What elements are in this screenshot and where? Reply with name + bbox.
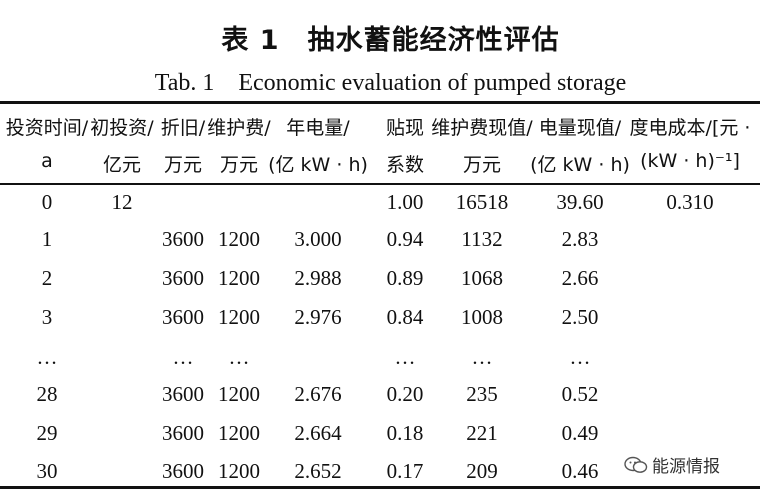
table-cell: 2.66 xyxy=(561,266,599,290)
table-cell: 3600 xyxy=(162,459,204,483)
wechat-icon xyxy=(624,456,648,474)
table-cell: 2.988 xyxy=(294,266,342,290)
table-header-rule xyxy=(0,183,760,185)
table-cell: 0.46 xyxy=(561,459,599,483)
table-cell: 2.664 xyxy=(294,421,342,445)
table-cell: 0.310 xyxy=(666,190,714,214)
column-header-6-line1: 贴现 xyxy=(385,117,425,139)
table-cell: 1200 xyxy=(218,382,260,406)
column-header-4-line1: 维护费/ xyxy=(207,117,271,139)
table-cell: 0.84 xyxy=(386,305,424,329)
table-title-english: Tab. 1 Economic evaluation of pumped sto… xyxy=(154,70,627,96)
column-header-9-line1: 度电成本/[元 · xyxy=(629,117,751,139)
table-bottom-rule xyxy=(0,486,760,489)
watermark-text: 能源情报 xyxy=(652,457,720,477)
table-cell: … xyxy=(471,345,493,369)
table-top-rule xyxy=(0,101,760,104)
column-header-4-line2: 万元 xyxy=(219,154,259,176)
table-cell: 1.00 xyxy=(386,190,424,214)
table-title-chinese: 表 1 抽水蓄能经济性评估 xyxy=(221,25,560,56)
column-header-2-line1: 初投资/ xyxy=(90,117,154,139)
table-cell: 12 xyxy=(111,190,133,214)
table-cell: 39.60 xyxy=(556,190,604,214)
column-header-7-line2: 万元 xyxy=(462,154,502,176)
table-cell: 2 xyxy=(41,266,53,290)
table-cell: 2.976 xyxy=(294,305,342,329)
table-cell: 3 xyxy=(41,305,53,329)
table-cell: 0.94 xyxy=(386,227,424,251)
table-cell: 0.49 xyxy=(561,421,599,445)
table-cell: 1 xyxy=(41,227,53,251)
table-cell: 1200 xyxy=(218,421,260,445)
column-header-8-line1: 电量现值/ xyxy=(538,117,622,139)
column-header-3-line1: 折旧/ xyxy=(160,117,206,139)
table-cell: 28 xyxy=(36,382,58,406)
table-cell: … xyxy=(172,345,194,369)
table-cell: 3600 xyxy=(162,382,204,406)
table-cell: … xyxy=(394,345,416,369)
table-cell: 3600 xyxy=(162,266,204,290)
table-cell: 0 xyxy=(41,190,53,214)
column-header-6-line2: 系数 xyxy=(385,154,425,176)
column-header-5-line1: 年电量/ xyxy=(286,117,350,139)
table-cell: 3.000 xyxy=(294,227,342,251)
table-cell: 1200 xyxy=(218,266,260,290)
column-header-1-line1: 投资时间/ xyxy=(5,117,89,139)
table-cell: 2.50 xyxy=(561,305,599,329)
table-cell: 2.652 xyxy=(294,459,342,483)
table-cell: 235 xyxy=(466,382,498,406)
column-header-9-line2: (kW · h)⁻¹] xyxy=(640,150,740,172)
table-cell: 3600 xyxy=(162,305,204,329)
table-cell: 0.17 xyxy=(386,459,424,483)
table-cell: 1200 xyxy=(218,227,260,251)
column-header-2-line2: 亿元 xyxy=(102,154,142,176)
table-cell: … xyxy=(228,345,250,369)
table-cell: 0.89 xyxy=(386,266,424,290)
column-header-1-line2: a xyxy=(41,150,53,172)
table-cell: 1008 xyxy=(461,305,503,329)
column-header-7-line1: 维护费现值/ xyxy=(431,117,533,139)
table-cell: 221 xyxy=(466,421,498,445)
column-header-3-line2: 万元 xyxy=(163,154,203,176)
table-cell: 2.83 xyxy=(561,227,599,251)
table-cell: 3600 xyxy=(162,227,204,251)
table-cell: 0.52 xyxy=(561,382,599,406)
table-cell: 1132 xyxy=(461,227,503,251)
table-cell: 16518 xyxy=(455,190,509,214)
table-cell: 30 xyxy=(36,459,58,483)
table-cell: 0.20 xyxy=(386,382,424,406)
table-cell: 3600 xyxy=(162,421,204,445)
table-cell: 1068 xyxy=(461,266,503,290)
table-cell: 1200 xyxy=(218,305,260,329)
column-header-8-line2: (亿 kW · h) xyxy=(530,154,630,176)
table-cell: 2.676 xyxy=(294,382,342,406)
table-cell: 1200 xyxy=(218,459,260,483)
table-cell: … xyxy=(36,345,58,369)
wechat-watermark: 能源情报 xyxy=(618,452,726,477)
table-cell: … xyxy=(569,345,591,369)
column-header-5-line2: (亿 kW · h) xyxy=(268,154,368,176)
table-cell: 0.18 xyxy=(386,421,424,445)
table-cell: 29 xyxy=(36,421,58,445)
table-cell: 209 xyxy=(466,459,498,483)
